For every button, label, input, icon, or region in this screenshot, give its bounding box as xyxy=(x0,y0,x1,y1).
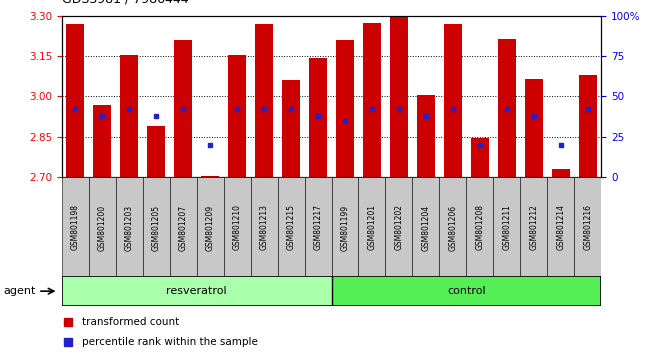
Text: GSM801204: GSM801204 xyxy=(421,204,430,251)
Bar xyxy=(498,39,515,177)
Text: GSM801205: GSM801205 xyxy=(151,204,161,251)
Bar xyxy=(525,79,543,177)
Bar xyxy=(66,24,84,177)
FancyBboxPatch shape xyxy=(88,177,116,278)
Bar xyxy=(390,17,408,177)
Text: GSM801200: GSM801200 xyxy=(98,204,107,251)
Bar xyxy=(579,75,597,177)
Bar xyxy=(417,95,435,177)
Bar xyxy=(148,126,165,177)
Text: GSM801198: GSM801198 xyxy=(71,205,80,250)
FancyBboxPatch shape xyxy=(170,177,196,278)
Text: GSM801212: GSM801212 xyxy=(529,205,538,250)
Bar xyxy=(228,55,246,177)
Text: GSM801211: GSM801211 xyxy=(502,205,512,250)
FancyBboxPatch shape xyxy=(196,177,224,278)
FancyBboxPatch shape xyxy=(143,177,170,278)
Bar xyxy=(202,176,219,177)
Text: resveratrol: resveratrol xyxy=(166,286,227,296)
Bar xyxy=(255,24,273,177)
Text: GSM801207: GSM801207 xyxy=(179,204,188,251)
Text: GSM801199: GSM801199 xyxy=(341,204,350,251)
FancyBboxPatch shape xyxy=(385,177,413,278)
FancyBboxPatch shape xyxy=(116,177,143,278)
FancyBboxPatch shape xyxy=(62,177,88,278)
FancyBboxPatch shape xyxy=(224,177,251,278)
FancyBboxPatch shape xyxy=(304,177,332,278)
Text: GSM801209: GSM801209 xyxy=(205,204,214,251)
Text: GSM801201: GSM801201 xyxy=(367,205,376,250)
Text: control: control xyxy=(447,286,486,296)
FancyBboxPatch shape xyxy=(547,177,575,278)
FancyBboxPatch shape xyxy=(278,177,304,278)
Text: GDS3981 / 7986444: GDS3981 / 7986444 xyxy=(62,0,188,5)
Bar xyxy=(120,55,138,177)
FancyBboxPatch shape xyxy=(439,177,467,278)
FancyBboxPatch shape xyxy=(413,177,439,278)
FancyBboxPatch shape xyxy=(332,177,359,278)
Bar xyxy=(282,80,300,177)
Text: agent: agent xyxy=(3,286,36,296)
Text: transformed count: transformed count xyxy=(83,317,179,327)
Text: percentile rank within the sample: percentile rank within the sample xyxy=(83,337,258,348)
FancyBboxPatch shape xyxy=(521,177,547,278)
Text: GSM801213: GSM801213 xyxy=(259,205,268,250)
Bar xyxy=(309,58,327,177)
FancyBboxPatch shape xyxy=(575,177,601,278)
Bar xyxy=(336,40,354,177)
Text: GSM801216: GSM801216 xyxy=(583,205,592,250)
FancyBboxPatch shape xyxy=(493,177,521,278)
Text: GSM801215: GSM801215 xyxy=(287,205,296,250)
Text: GSM801214: GSM801214 xyxy=(556,205,566,250)
Bar xyxy=(94,104,111,177)
Bar xyxy=(552,169,569,177)
FancyBboxPatch shape xyxy=(251,177,278,278)
Text: GSM801202: GSM801202 xyxy=(395,205,404,250)
FancyBboxPatch shape xyxy=(332,276,601,306)
FancyBboxPatch shape xyxy=(62,276,332,306)
Bar xyxy=(471,138,489,177)
Text: GSM801208: GSM801208 xyxy=(475,205,484,250)
FancyBboxPatch shape xyxy=(359,177,385,278)
Bar xyxy=(174,40,192,177)
Bar xyxy=(363,23,381,177)
Text: GSM801203: GSM801203 xyxy=(125,204,134,251)
Text: GSM801217: GSM801217 xyxy=(313,205,322,250)
Text: GSM801206: GSM801206 xyxy=(448,204,458,251)
FancyBboxPatch shape xyxy=(467,177,493,278)
Bar xyxy=(444,24,462,177)
Text: GSM801210: GSM801210 xyxy=(233,205,242,250)
